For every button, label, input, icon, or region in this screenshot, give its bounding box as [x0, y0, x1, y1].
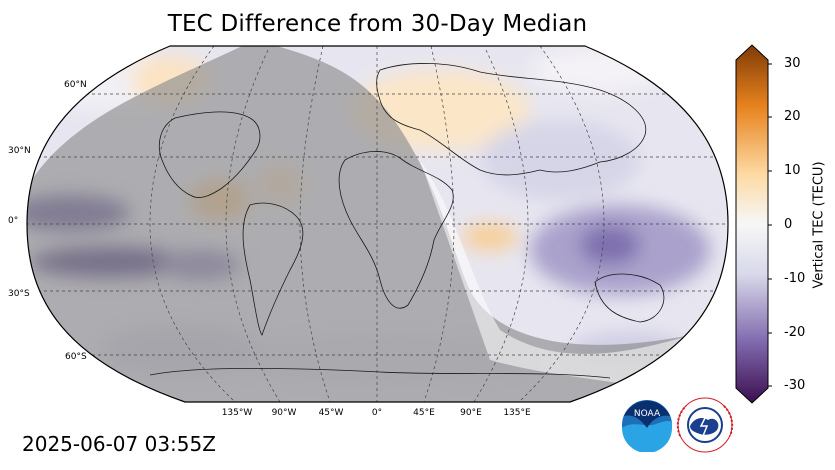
svg-text:NOAA: NOAA — [634, 409, 661, 419]
coastlines — [149, 63, 665, 379]
lon-label-135w: 135°W — [221, 408, 253, 418]
colorbar — [735, 44, 772, 404]
lon-label-0: 0° — [371, 408, 383, 418]
lat-label-60s: 60°S — [65, 352, 87, 362]
colorbar-tick-30: 30 — [784, 56, 801, 71]
lon-label-135e: 135°E — [503, 408, 531, 418]
colorbar-tick-20: 20 — [784, 109, 801, 124]
lon-label-90w: 90°W — [271, 408, 297, 418]
colorbar-tick-neg20: -20 — [784, 325, 806, 340]
timestamp: 2025-06-07 03:55Z — [22, 432, 216, 456]
night-shading — [27, 46, 728, 402]
lat-label-60n: 60°N — [64, 80, 87, 90]
colorbar-label: Vertical TEC (TECU) — [811, 161, 827, 289]
lon-label-90e: 90°E — [460, 408, 482, 418]
graticule — [27, 46, 728, 402]
colorbar-tick-10: 10 — [784, 163, 801, 178]
lat-label-30n: 30°N — [8, 146, 31, 156]
lat-label-30s: 30°S — [8, 289, 30, 299]
colorbar-tick-neg30: -30 — [784, 378, 806, 393]
map-field — [27, 46, 728, 402]
colorbar-tick-0: 0 — [784, 217, 793, 232]
globe-outline — [26, 45, 729, 403]
lon-label-45w: 45°W — [318, 408, 344, 418]
lon-label-45e: 45°E — [413, 408, 435, 418]
noaa-logo: NOAA — [622, 400, 672, 452]
lat-label-0: 0° — [8, 216, 19, 226]
map-title: TEC Difference from 30-Day Median — [167, 11, 588, 37]
colorbar-tick-neg10: -10 — [784, 271, 806, 286]
nws-logo — [676, 397, 734, 453]
